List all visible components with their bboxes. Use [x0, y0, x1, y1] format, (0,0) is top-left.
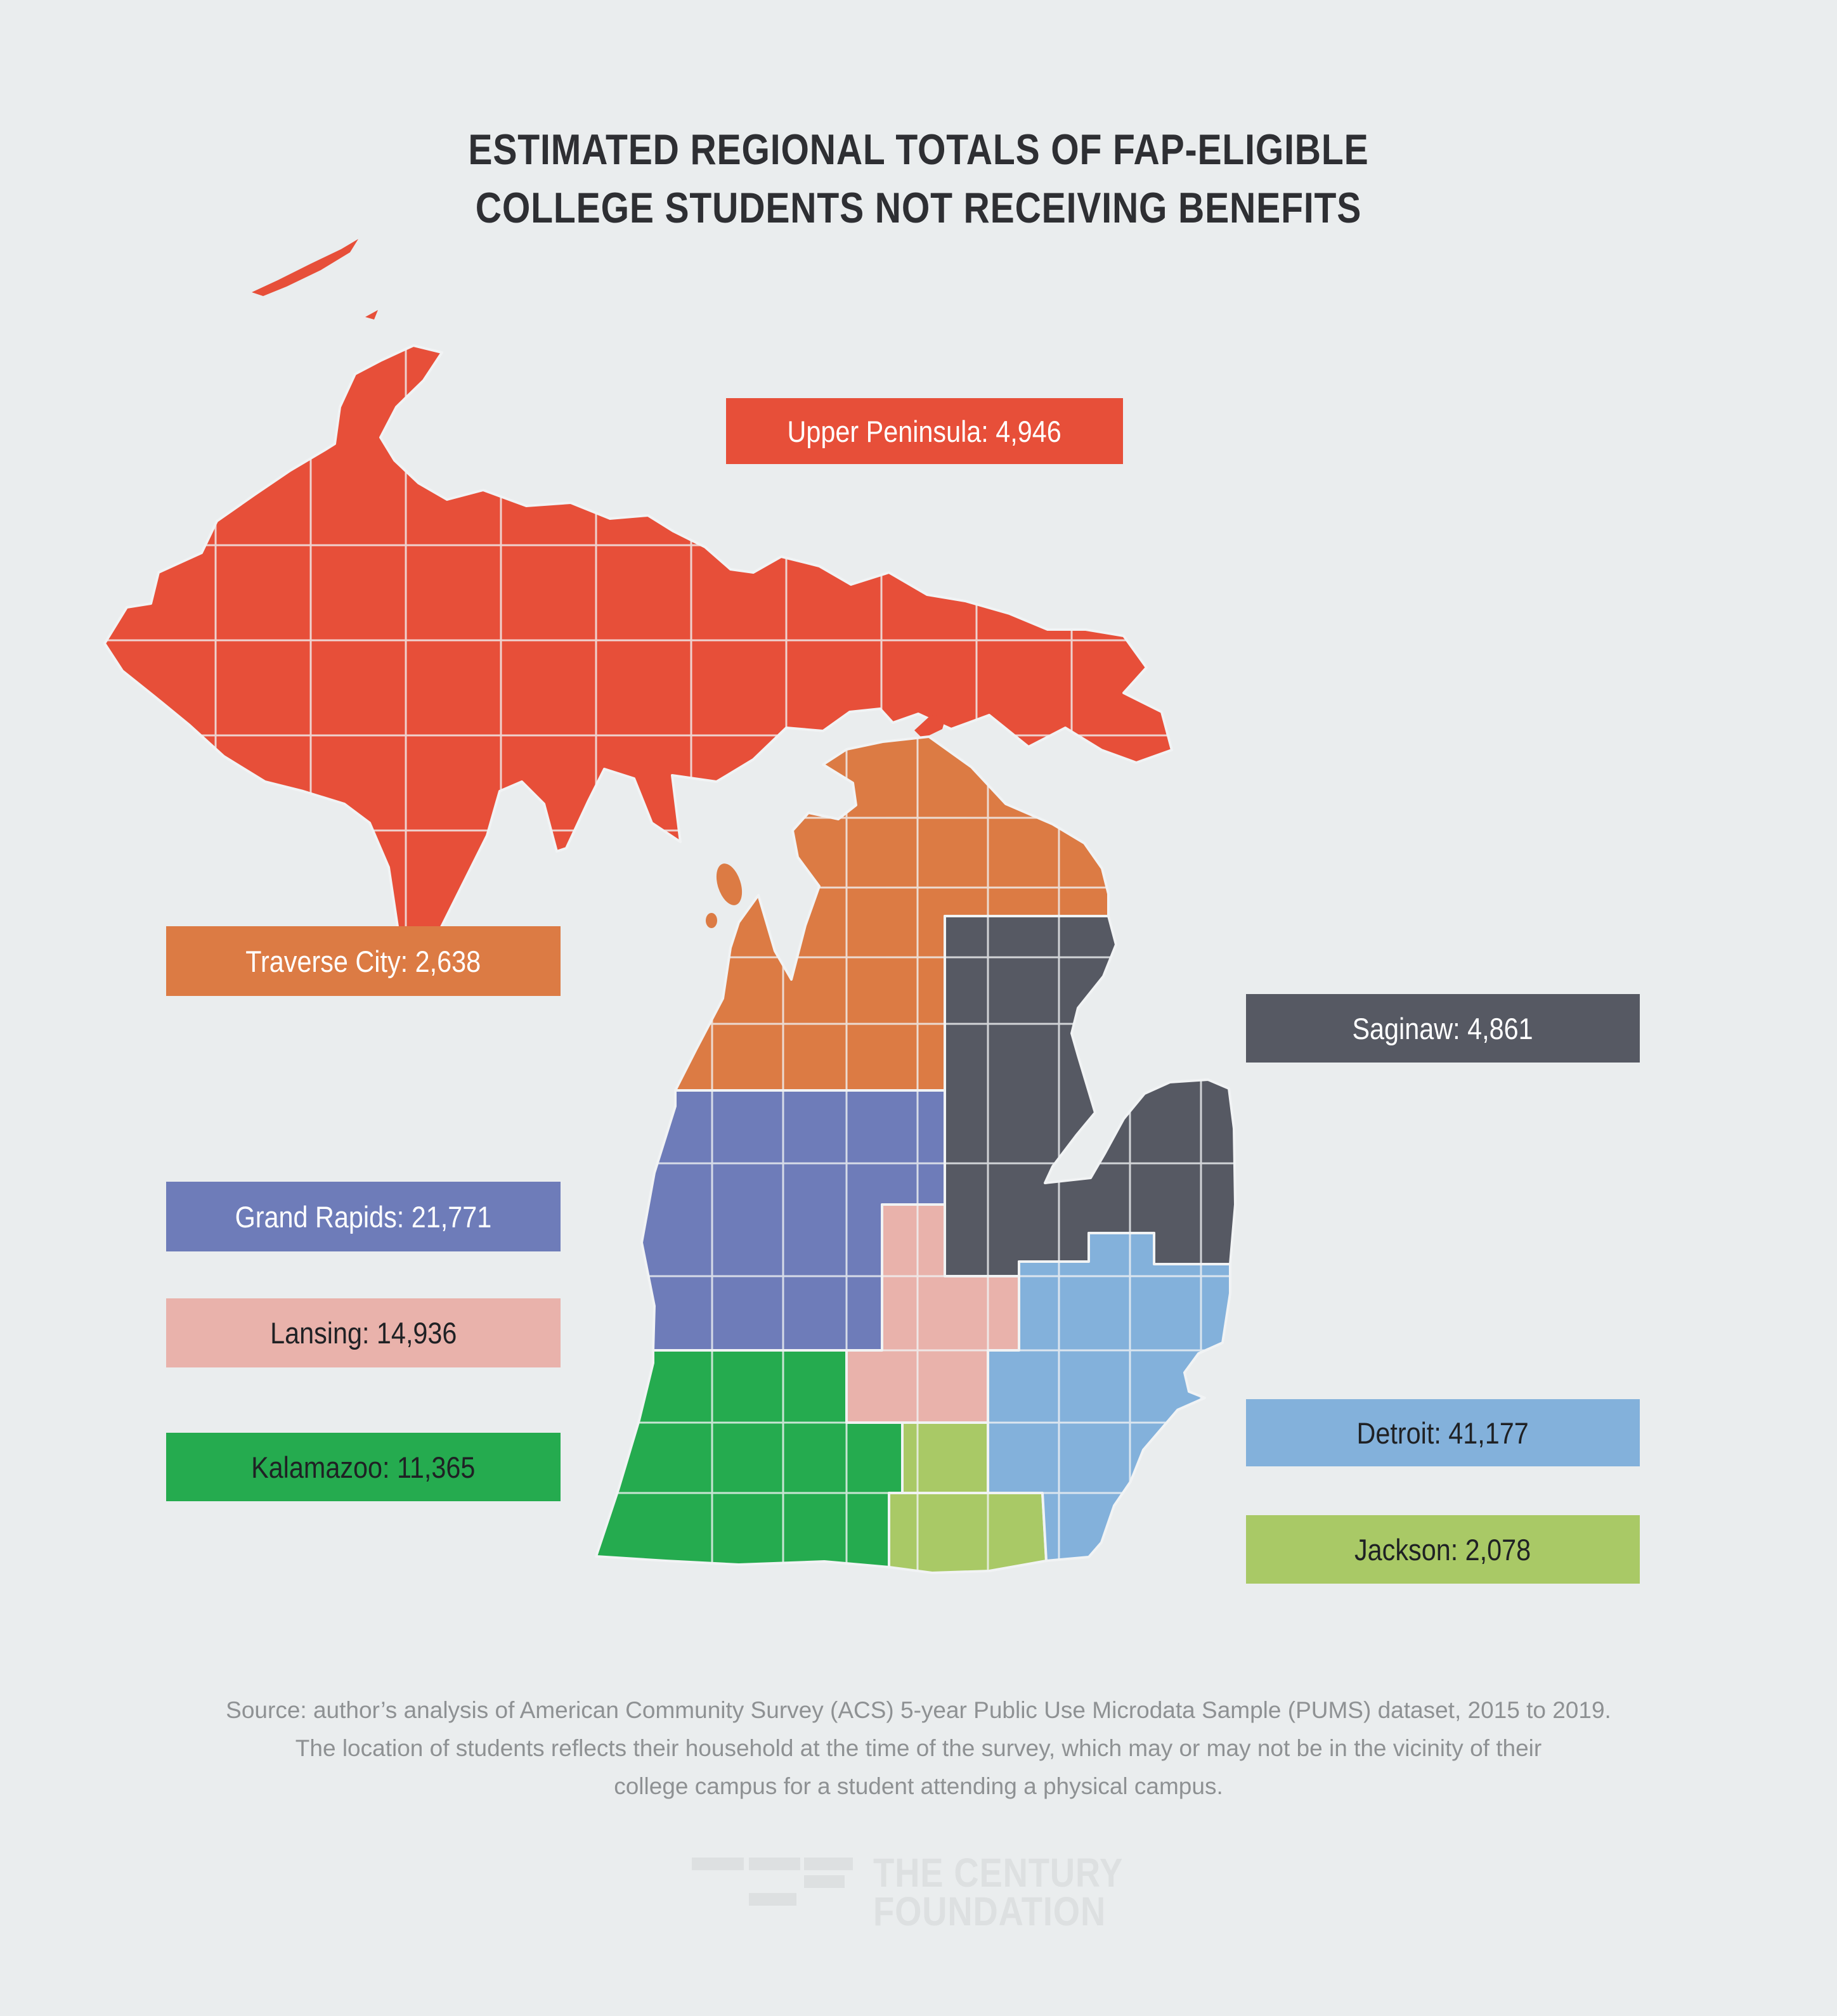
- label-kalamazoo: Kalamazoo: 11,365: [166, 1433, 561, 1501]
- label-traverse-city: Traverse City: 2,638: [166, 926, 561, 996]
- label-grand-rapids: Grand Rapids: 21,771: [166, 1182, 561, 1251]
- logo-mark-block: [804, 1875, 845, 1888]
- label-jackson: Jackson: 2,078: [1246, 1515, 1640, 1584]
- logo-mark-block: [749, 1893, 796, 1906]
- label-jackson-text: Jackson: 2,078: [1354, 1532, 1531, 1567]
- label-detroit-text: Detroit: 41,177: [1356, 1416, 1529, 1450]
- label-grand-rapids-text: Grand Rapids: 21,771: [235, 1199, 492, 1234]
- source-line-1: Source: author’s analysis of American Co…: [226, 1697, 1611, 1723]
- logo-mark-block: [692, 1858, 744, 1870]
- label-saginaw: Saginaw: 4,861: [1246, 994, 1640, 1063]
- label-saginaw-text: Saginaw: 4,861: [1352, 1011, 1534, 1045]
- page-title: ESTIMATED REGIONAL TOTALS OF FAP-ELIGIBL…: [147, 120, 1690, 237]
- logo-mark-block: [804, 1858, 853, 1870]
- title-line-2: COLLEGE STUDENTS NOT RECEIVING BENEFITS: [475, 184, 1362, 232]
- label-traverse-city-text: Traverse City: 2,638: [245, 944, 481, 978]
- source-note: Source: author’s analysis of American Co…: [0, 1691, 1837, 1806]
- beaver-islands: [706, 863, 762, 941]
- label-upper-peninsula: Upper Peninsula: 4,946: [726, 398, 1123, 464]
- title-line-1: ESTIMATED REGIONAL TOTALS OF FAP-ELIGIBL…: [468, 126, 1369, 174]
- source-line-2: The location of students reflects their …: [295, 1735, 1542, 1761]
- label-lansing: Lansing: 14,936: [166, 1298, 561, 1367]
- logo-text-line-1: THE CENTURY: [873, 1850, 1124, 1896]
- label-upper-peninsula-text: Upper Peninsula: 4,946: [787, 414, 1062, 448]
- label-kalamazoo-text: Kalamazoo: 11,365: [251, 1450, 476, 1484]
- source-line-3: college campus for a student attending a…: [614, 1773, 1223, 1799]
- label-detroit: Detroit: 41,177: [1246, 1399, 1640, 1466]
- logo-text-line-2: FOUNDATION: [873, 1889, 1107, 1934]
- logo-mark-block: [749, 1858, 800, 1870]
- label-lansing-text: Lansing: 14,936: [269, 1316, 457, 1350]
